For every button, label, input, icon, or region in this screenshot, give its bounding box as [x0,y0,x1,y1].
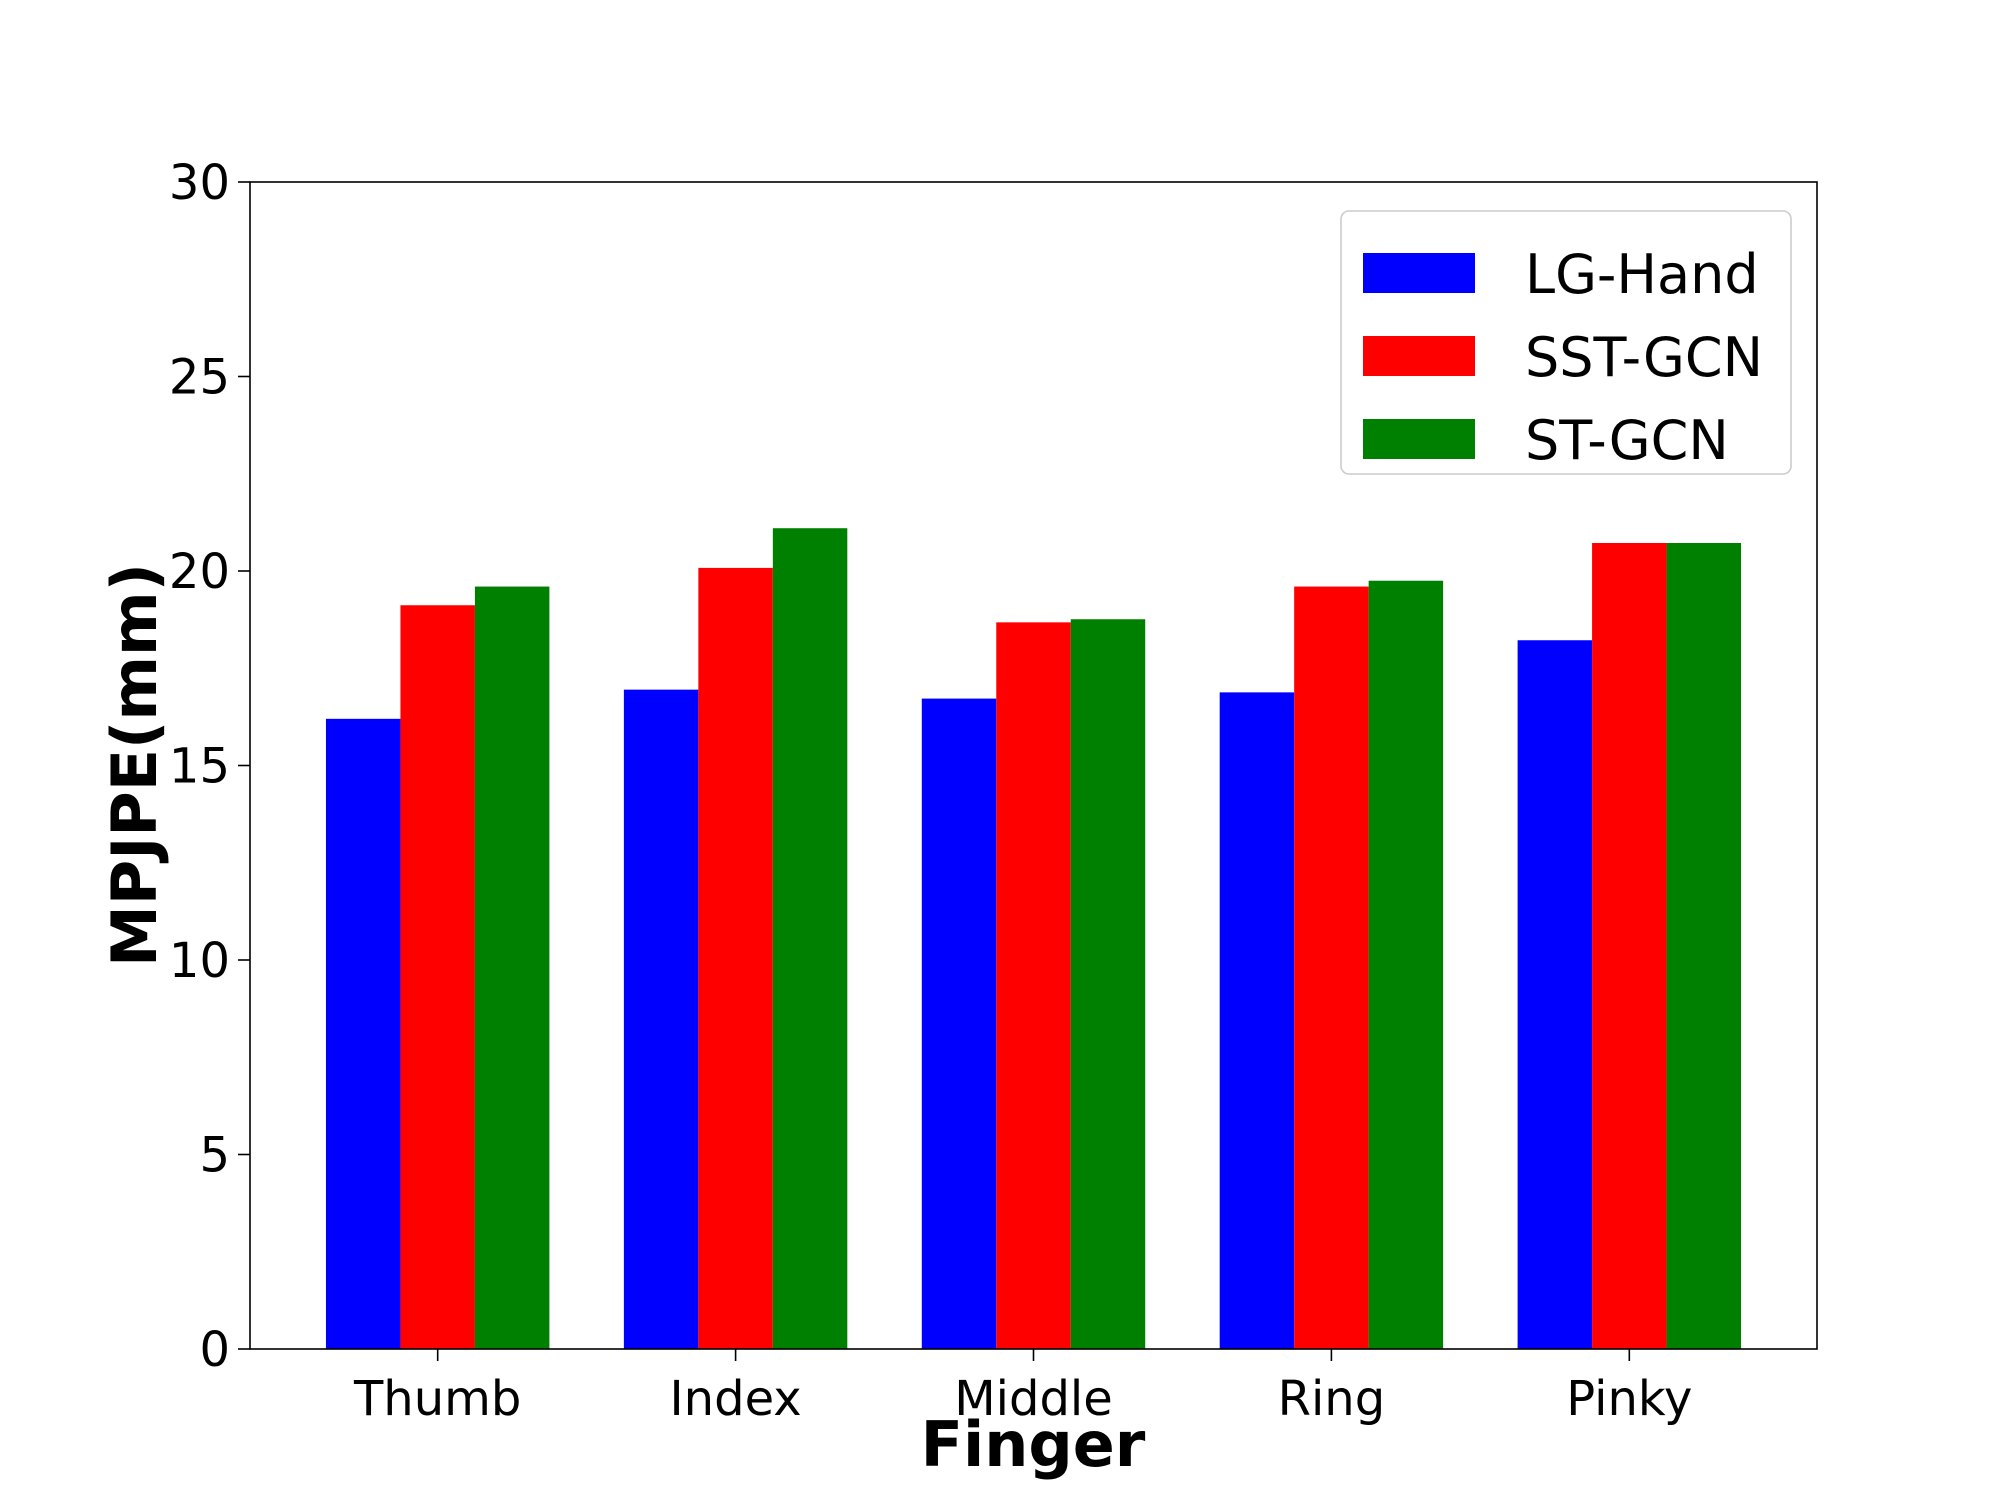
legend-swatch [1363,419,1475,459]
y-tick-label: 15 [169,739,230,795]
y-tick-label: 5 [199,1128,230,1184]
y-tick-label: 10 [169,933,230,989]
bar-sst-gcn-middle [996,622,1071,1349]
bar-sst-gcn-ring [1294,586,1369,1349]
legend-label: ST-GCN [1525,409,1729,472]
y-axis-label: MPJPE(mm) [98,563,171,967]
bar-lg-hand-thumb [325,718,401,1349]
legend-swatch [1363,253,1475,293]
y-axis: 0 5 10 15 20 25 30 [169,155,250,1378]
bar-st-gcn-pinky [1666,542,1742,1349]
legend-label: SST-GCN [1525,326,1763,389]
bar-st-gcn-middle [1070,619,1146,1349]
x-axis: Thumb Index Middle Ring Pinky [353,1349,1692,1427]
x-tick-label: Pinky [1566,1371,1692,1427]
bar-sst-gcn-pinky [1592,542,1667,1349]
bar-sst-gcn-index [698,567,773,1349]
x-tick-label: Ring [1278,1371,1386,1427]
y-tick-label: 25 [169,350,230,406]
bar-st-gcn-thumb [474,586,550,1349]
bar-lg-hand-pinky [1517,640,1593,1349]
y-tick-label: 20 [169,544,230,600]
bar-lg-hand-index [623,689,699,1349]
x-tick-label: Middle [954,1371,1113,1427]
legend-swatch [1363,336,1475,376]
x-axis-label: Finger [921,1408,1146,1481]
bar-lg-hand-middle [921,698,997,1349]
legend-label: LG-Hand [1525,243,1759,306]
x-tick-label: Index [670,1371,802,1427]
bar-lg-hand-ring [1219,692,1295,1349]
bars-layer [325,528,1742,1349]
bar-st-gcn-ring [1368,580,1444,1349]
y-tick-label: 30 [169,155,230,211]
y-tick-label: 0 [199,1322,230,1378]
bar-st-gcn-index [772,528,848,1349]
legend: LG-Hand SST-GCN ST-GCN [1340,210,1792,475]
bar-sst-gcn-thumb [400,605,475,1349]
x-tick-label: Thumb [353,1371,521,1427]
